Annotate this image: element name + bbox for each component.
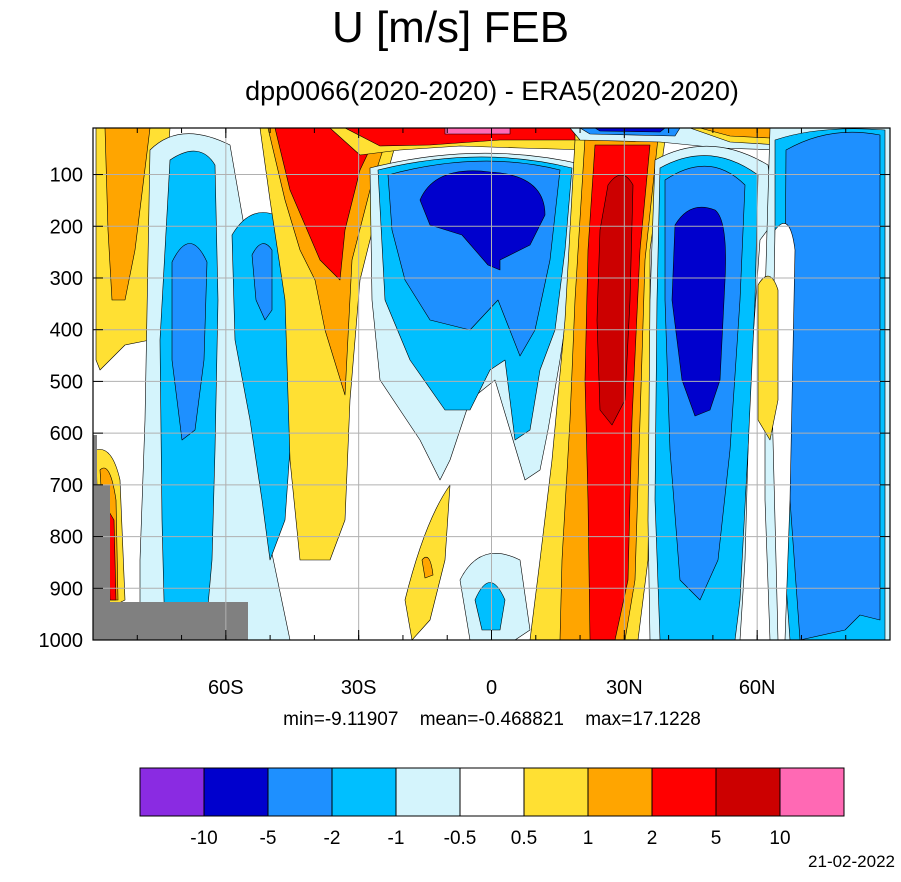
contour-south-edge-orange: [104, 128, 151, 301]
date-stamp: 21-02-2022: [808, 852, 895, 871]
topography-mask: [93, 435, 248, 640]
colorbar-tick-label: 5: [711, 828, 722, 849]
contour-strat-pink: [444, 128, 511, 135]
colorbar-tick-label: -5: [260, 828, 277, 849]
contour-plot: 60S 30S 0 30N 60N 100 200 300 400 500 600 700 800 90…: [39, 127, 891, 699]
x-tick-label: 60S: [208, 677, 244, 699]
contour-sh-column2-blue: [251, 243, 273, 321]
chart-title: U [m/s] FEB: [331, 3, 570, 52]
colorbar-swatch: [715, 767, 781, 817]
colorbar-swatch: [459, 767, 525, 817]
y-tick-label: 600: [50, 423, 83, 445]
colorbar-tick-label: 10: [769, 828, 790, 849]
chart-subtitle: dpp0066(2020-2020) - ERA5(2020-2020): [245, 76, 739, 106]
contour-eq-low-cyan: [474, 582, 506, 631]
y-tick-label: 900: [50, 578, 83, 600]
x-tick-label: 30S: [341, 677, 377, 699]
colorbar-swatch: [267, 767, 333, 817]
y-tick-label: 800: [50, 527, 83, 549]
colorbar-swatch: [203, 767, 269, 817]
contour-nh-high-blue: [784, 131, 881, 640]
colorbar-swatch: [779, 767, 845, 817]
contour-sh-low-orange: [421, 556, 434, 579]
x-tick-label: 60N: [739, 677, 776, 699]
contour-nh-strat-darkblue: [594, 128, 666, 133]
colorbar-tick-label: 2: [647, 828, 658, 849]
y-tick-label: 500: [50, 371, 83, 393]
contour-nh-high-yellow: [757, 275, 779, 441]
y-tick-label: 700: [50, 475, 83, 497]
contour-eq-darkblue: [419, 170, 546, 271]
colorbar-tick-label: -0.5: [444, 828, 477, 849]
colorbar-tick-label: -1: [388, 828, 405, 849]
x-axis: 60S 30S 0 30N 60N: [136, 128, 847, 699]
stat-max: max=17.1228: [585, 709, 701, 730]
colorbar-tick-label: -2: [324, 828, 341, 849]
y-tick-label: 100: [50, 165, 83, 187]
x-tick-label: 30N: [606, 677, 643, 699]
colorbar-swatch: [587, 767, 653, 817]
y-tick-label: 400: [50, 320, 83, 342]
colorbar-tick-label: 1: [583, 828, 594, 849]
y-tick-label: 1000: [39, 630, 84, 652]
contour-nh-midlat-darkblue: [671, 206, 726, 417]
colorbar-swatch: [523, 767, 589, 817]
grid-lines: [93, 128, 890, 640]
colorbar-tick-label: -10: [190, 828, 217, 849]
stats-line: min=-9.11907 mean=-0.468821 max=17.1228: [92, 708, 892, 732]
y-tick-label: 200: [50, 216, 83, 238]
y-tick-label: 300: [50, 268, 83, 290]
x-tick-label: 0: [486, 677, 497, 699]
y-axis: 100 200 300 400 500 600 700 800 900 1000: [39, 165, 890, 652]
stat-mean: mean=-0.468821: [419, 709, 564, 730]
colorbar-swatch: [139, 767, 205, 817]
colorbar-swatch: [395, 767, 461, 817]
colorbar-swatch: [331, 767, 397, 817]
stat-min: min=-9.11907: [283, 709, 399, 730]
colorbar-swatch: [651, 767, 717, 817]
colorbar-tick-label: 0.5: [511, 828, 537, 849]
